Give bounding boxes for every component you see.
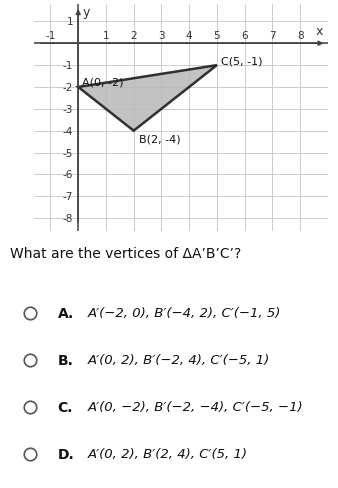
Text: -7: -7 [63,192,73,202]
Text: -8: -8 [63,214,73,224]
Text: x: x [316,25,323,38]
Text: 1: 1 [67,18,73,27]
Text: y: y [82,6,90,19]
Text: B.: B. [57,353,73,367]
Text: A′(−2, 0), B′(−4, 2), C′(−1, 5): A′(−2, 0), B′(−4, 2), C′(−1, 5) [88,306,281,320]
Text: -1: -1 [63,61,73,71]
Text: -2: -2 [63,83,73,93]
Text: A.: A. [57,306,74,320]
Text: 7: 7 [269,31,276,41]
Text: C(5, -1): C(5, -1) [221,57,263,66]
Text: 1: 1 [103,31,109,41]
Polygon shape [78,66,217,131]
Text: -1: -1 [45,31,56,41]
Text: C.: C. [57,400,73,414]
Text: A′(0, 2), B′(2, 4), C′(5, 1): A′(0, 2), B′(2, 4), C′(5, 1) [88,447,248,460]
Text: 2: 2 [130,31,137,41]
Text: A′(0, −2), B′(−2, −4), C′(−5, −1): A′(0, −2), B′(−2, −4), C′(−5, −1) [88,401,304,413]
Text: A(0, -2): A(0, -2) [82,78,124,87]
Text: -6: -6 [63,170,73,180]
Text: A′(0, 2), B′(−2, 4), C′(−5, 1): A′(0, 2), B′(−2, 4), C′(−5, 1) [88,354,270,366]
Text: 5: 5 [214,31,220,41]
Text: -3: -3 [63,104,73,115]
Text: 6: 6 [241,31,248,41]
Text: 4: 4 [186,31,192,41]
Text: What are the vertices of ΔA’B’C’?: What are the vertices of ΔA’B’C’? [10,246,241,260]
Text: -4: -4 [63,126,73,137]
Text: B(2, -4): B(2, -4) [139,134,181,144]
Text: 3: 3 [158,31,165,41]
Text: -5: -5 [63,148,73,158]
Text: 8: 8 [297,31,304,41]
Text: D.: D. [57,447,74,461]
